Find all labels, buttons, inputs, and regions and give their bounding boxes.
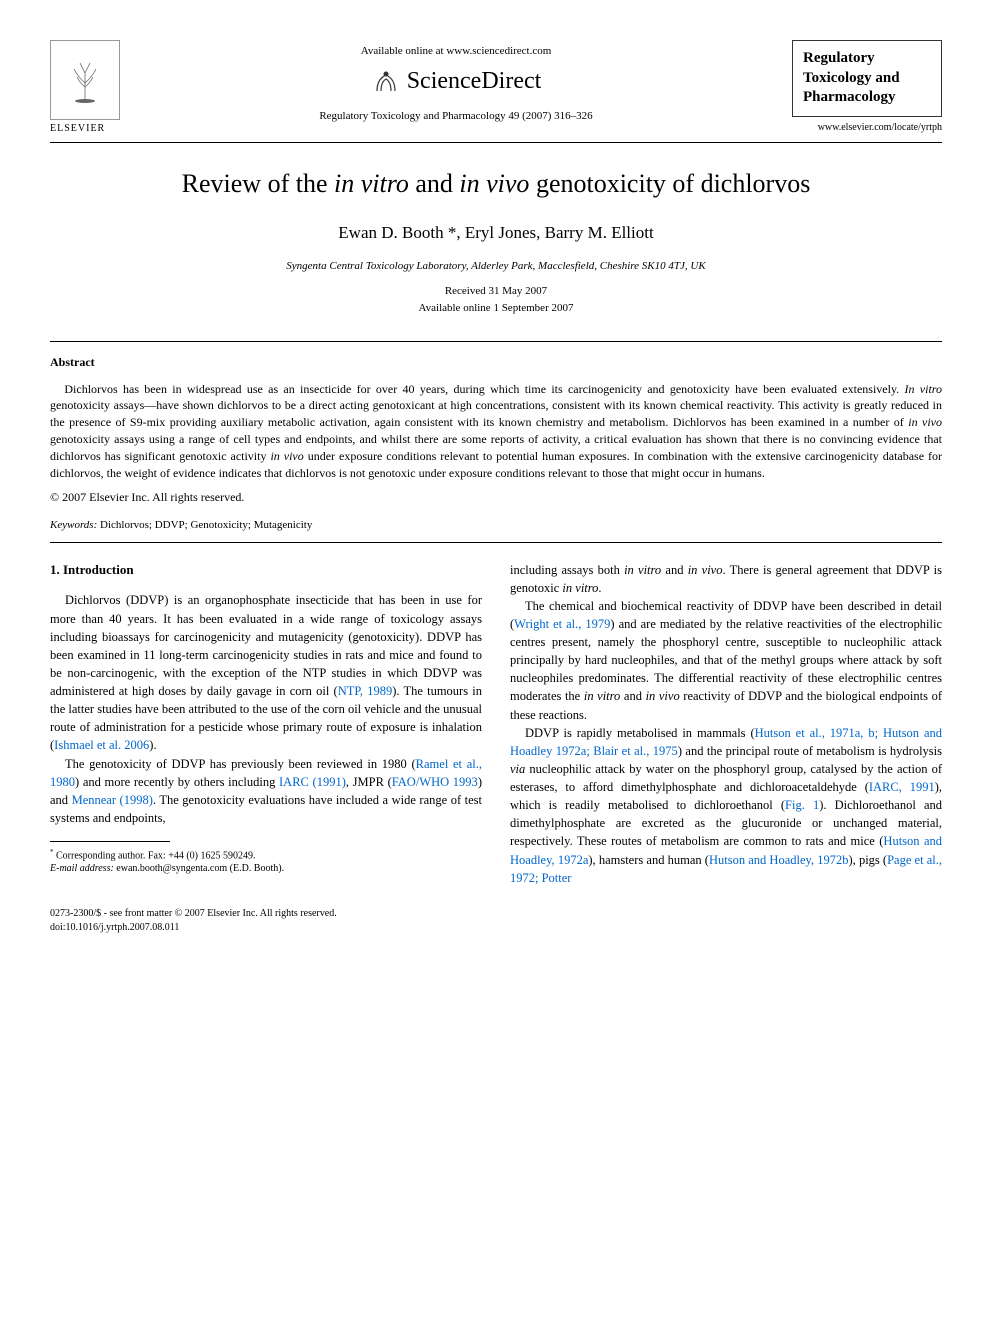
header-divider [50,142,942,143]
cite-wright[interactable]: Wright et al., 1979 [514,617,610,631]
journal-box-wrap: Regulatory Toxicology and Pharmacology w… [792,40,942,135]
title-mid: and [409,169,460,198]
title-pre: Review of the [182,169,334,198]
issn-line: 0273-2300/$ - see front matter © 2007 El… [50,907,942,921]
c2p1d: . [598,581,601,595]
c2it1: in vitro [624,563,661,577]
journal-line3: Pharmacology [803,88,931,108]
abstract-top-divider [50,341,942,342]
received-date: Received 31 May 2007 [50,284,942,299]
left-column: 1. Introduction Dichlorvos (DDVP) is an … [50,561,482,887]
c2p2c: and [620,689,645,703]
footnote-divider [50,841,170,842]
sciencedirect-text: ScienceDirect [407,65,542,99]
header-row: ELSEVIER Available online at www.science… [50,40,942,136]
authors: Ewan D. Booth *, Eryl Jones, Barry M. El… [50,221,942,245]
email-text: ewan.booth@syngenta.com (E.D. Booth). [114,863,284,874]
c2p1b: and [661,563,688,577]
keywords: Keywords: Dichlorvos; DDVP; Genotoxicity… [50,518,942,533]
sciencedirect-row: ScienceDirect [120,65,792,99]
available-online-text: Available online at www.sciencedirect.co… [120,44,792,59]
keywords-label: Keywords: [50,519,97,531]
journal-name-box: Regulatory Toxicology and Pharmacology [792,40,942,117]
abs-p1b: genotoxicity assays—have shown dichlorvo… [50,398,942,429]
footnote-block: * Corresponding author. Fax: +44 (0) 162… [50,848,482,875]
c1p2a: The genotoxicity of DDVP has previously … [65,757,416,771]
c2p3g: ), pigs ( [849,853,888,867]
c2p2it2: in vivo [646,689,680,703]
c2p3b: ) and the principal route of metabolism … [678,744,942,758]
abs-p1a: Dichlorvos has been in widespread use as… [64,382,904,396]
center-header: Available online at www.sciencedirect.co… [120,40,792,124]
corr-author-note: * Corresponding author. Fax: +44 (0) 162… [50,848,482,862]
abstract-text: Dichlorvos has been in widespread use as… [50,381,942,482]
right-column: including assays both in vitro and in vi… [510,561,942,887]
journal-url: www.elsevier.com/locate/yrtph [792,121,942,135]
c2p3a: DDVP is rapidly metabolised in mammals ( [525,726,755,740]
sciencedirect-icon [371,67,401,97]
article-title: Review of the in vitro and in vivo genot… [50,167,942,201]
cite-fig1[interactable]: Fig. 1 [785,798,819,812]
c2it3: in vitro [562,581,598,595]
cite-ishmael[interactable]: Ishmael et al. 2006 [54,738,149,752]
abs-it1: In vitro [904,382,942,396]
corr-text: Corresponding author. Fax: +44 (0) 1625 … [56,850,256,861]
cite-ntp[interactable]: NTP, 1989 [338,684,393,698]
journal-ref: Regulatory Toxicology and Pharmacology 4… [120,109,792,124]
abstract-bottom-divider [50,542,942,543]
c1p2b: ) and more recently by others including [75,775,279,789]
bottom-info: 0273-2300/$ - see front matter © 2007 El… [50,907,942,935]
cite-fao[interactable]: FAO/WHO 1993 [392,775,478,789]
cite-iarc2[interactable]: IARC, 1991 [869,780,935,794]
c2p1a: including assays both [510,563,624,577]
dates: Received 31 May 2007 Available online 1 … [50,284,942,317]
cite-hutson3[interactable]: Hutson and Hoadley, 1972b [709,853,849,867]
abstract-heading: Abstract [50,354,942,371]
elsevier-logo [50,40,120,120]
elsevier-text: ELSEVIER [50,122,120,136]
cite-iarc[interactable]: IARC (1991) [279,775,346,789]
page-container: ELSEVIER Available online at www.science… [0,0,992,975]
email-note: E-mail address: ewan.booth@syngenta.com … [50,862,482,875]
intro-p1: Dichlorvos (DDVP) is an organophosphate … [50,591,482,754]
elsevier-tree-icon [60,55,110,105]
c2it2: in vivo [688,563,723,577]
c2p2it1: in vitro [584,689,620,703]
abs-it3: in vivo [270,449,303,463]
intro-p2: The genotoxicity of DDVP has previously … [50,755,482,828]
available-date: Available online 1 September 2007 [50,301,942,316]
affiliation: Syngenta Central Toxicology Laboratory, … [50,259,942,274]
body-columns: 1. Introduction Dichlorvos (DDVP) is an … [50,561,942,887]
title-it1: in vitro [334,169,409,198]
journal-line2: Toxicology and [803,69,931,89]
keywords-text: Dichlorvos; DDVP; Genotoxicity; Mutageni… [97,519,312,531]
journal-line1: Regulatory [803,49,931,69]
title-post: genotoxicity of dichlorvos [529,169,810,198]
intro-p1-cont: including assays both in vitro and in vi… [510,561,942,597]
c1p2c: , JMPR ( [346,775,392,789]
c2p3f: ), hamsters and human ( [588,853,709,867]
intro-heading: 1. Introduction [50,561,482,580]
c2p3it1: via [510,762,525,776]
elsevier-block: ELSEVIER [50,40,120,136]
abs-it2: in vivo [908,415,942,429]
c1p1c: ). [149,738,156,752]
doi-line: doi:10.1016/j.yrtph.2007.08.011 [50,921,942,935]
email-label: E-mail address: [50,863,114,874]
cite-mennear[interactable]: Mennear (1998) [72,793,153,807]
title-it2: in vivo [459,169,529,198]
c1p1a: Dichlorvos (DDVP) is an organophosphate … [50,593,482,698]
copyright: © 2007 Elsevier Inc. All rights reserved… [50,489,942,506]
intro-p3: The chemical and biochemical reactivity … [510,597,942,724]
intro-p4: DDVP is rapidly metabolised in mammals (… [510,724,942,887]
